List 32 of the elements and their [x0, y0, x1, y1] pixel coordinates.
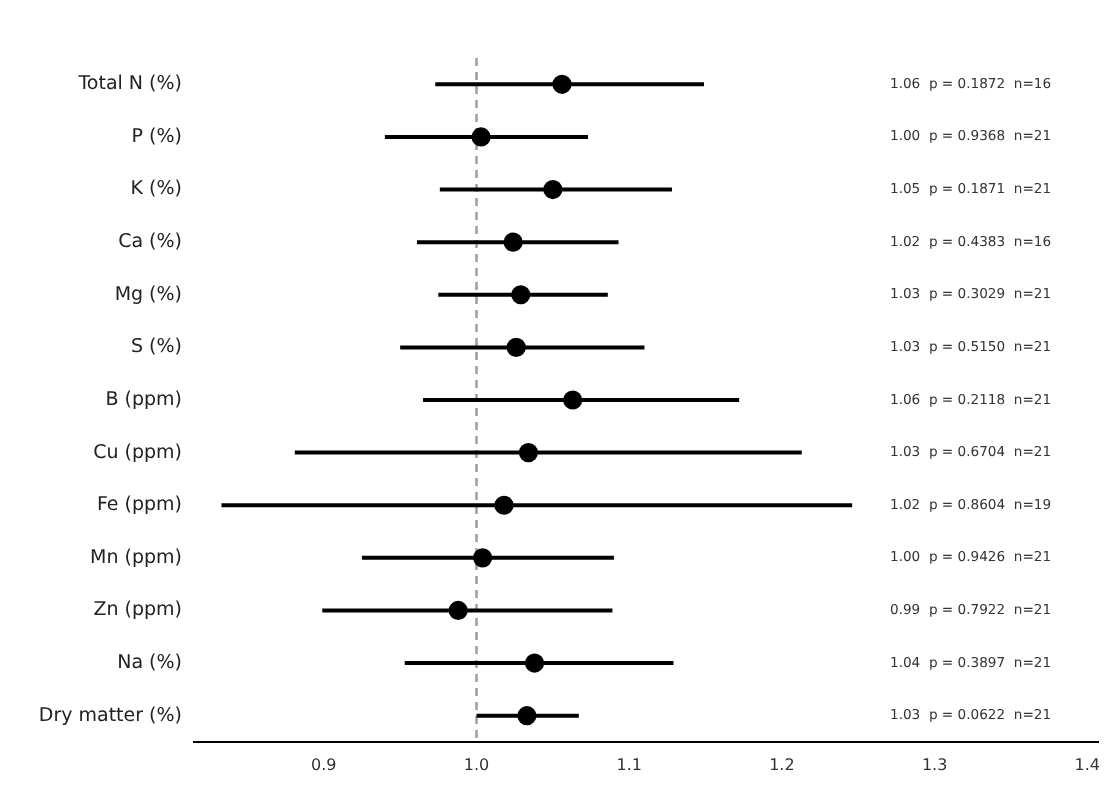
x-tick-label: 1.3	[921, 755, 948, 774]
y-tick-label: Mn (ppm)	[90, 546, 182, 569]
y-tick-label: K (%)	[130, 178, 182, 201]
y-tick-label: Cu (ppm)	[93, 441, 182, 464]
point	[511, 285, 531, 305]
y-tick-label: Ca (%)	[118, 231, 182, 254]
y-tick-label: Zn (ppm)	[93, 599, 182, 622]
point	[448, 600, 468, 621]
x-tick-label: 1.1	[616, 755, 642, 774]
point	[524, 653, 545, 673]
point	[503, 232, 523, 252]
y-tick-label: P (%)	[131, 125, 182, 148]
y-tick-label: Na (%)	[117, 652, 182, 675]
x-tick-label: 1.4	[1074, 755, 1101, 774]
y-tick-label: B (ppm)	[105, 388, 182, 411]
point	[518, 443, 539, 463]
x-tick-label: 0.9	[311, 755, 337, 774]
point	[543, 179, 563, 200]
point	[563, 390, 583, 410]
y-tick-label: Dry matter (%)	[38, 704, 182, 727]
y-tick-label: Total N (%)	[76, 73, 182, 96]
x-tick-label: 1.0	[463, 755, 490, 774]
y-tick-label: Fe (ppm)	[96, 494, 182, 517]
point	[506, 337, 526, 357]
x-tick-label: 1.2	[769, 755, 795, 774]
point	[473, 548, 493, 568]
y-tick-label: Mg (%)	[114, 283, 182, 306]
point	[552, 74, 572, 94]
point	[494, 495, 514, 515]
point	[517, 706, 537, 726]
y-tick-label: S (%)	[131, 336, 182, 359]
point	[471, 127, 491, 147]
